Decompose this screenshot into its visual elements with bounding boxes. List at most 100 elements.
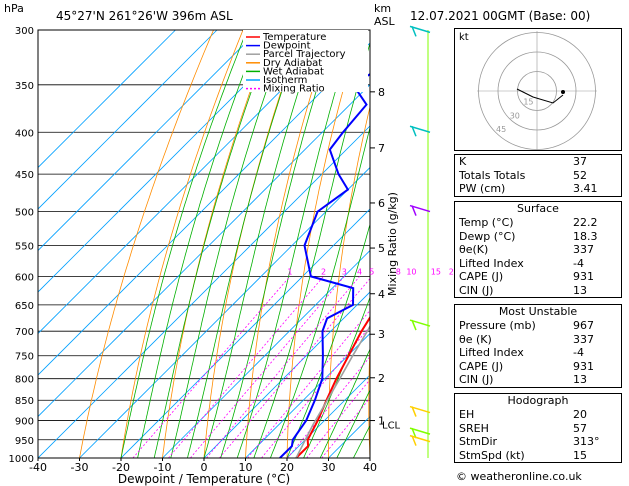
surface-row: θe(K) 337 [455,243,621,257]
x-tick-label: 10 [239,461,253,474]
dry-adiabat-line [368,337,370,458]
most-unstable-label: CIN (J) [459,373,494,386]
hodograph-ring-label: 45 [496,125,506,134]
dry-adiabat-line [245,30,332,458]
hodograph-ring-label: 30 [510,111,520,120]
surface-row: Dewp (°C) 18.3 [455,230,621,244]
isotherm-line [38,30,342,335]
hodograph-panel: kt 15 30 45 [454,28,622,151]
wind-barb [409,25,431,34]
pressure-tick-label: 400 [15,128,34,139]
most-unstable-row: Lifted Index -4 [455,346,621,360]
isotherm-line [120,208,370,458]
isotherm-line [203,291,370,458]
legend-entry: Wet Adiabat [263,66,324,77]
hodograph-stat-label: StmDir [459,435,498,448]
hodograph-stat-label: EH [459,408,475,421]
index-label: Totals Totals [459,168,526,182]
wet-adiabat-line [236,30,355,458]
mixing-ratio-label: 2 [321,267,326,276]
x-tick-label: -10 [154,461,172,474]
lcl-label: LCL [382,420,401,431]
mixing-ratio-line [206,276,360,458]
wind-barb [409,405,431,414]
wind-barb-flag [411,26,417,37]
wet-adiabat-line [120,30,248,458]
wet-adiabat-line [303,296,370,458]
km-tick-label: 6 [378,197,385,210]
datetime-title: 12.07.2021 00GMT (Base: 00) [410,9,590,23]
most-unstable-label: Pressure (mb) [459,319,536,332]
wind-barb [409,125,431,133]
surface-row: CAPE (J) 931 [455,270,621,284]
isotherm-line [286,374,370,458]
wind-barb [409,434,431,443]
hodograph-table-title: Hodograph [507,394,569,407]
isotherm-line [38,30,301,293]
x-axis-label: Dewpoint / Temperature (°C) [118,472,290,486]
wet-adiabat-line [170,30,289,458]
hodograph-stat-value: 57 [573,421,587,435]
dewpoint-line [279,73,370,458]
wind-barb-flag [411,427,417,439]
surface-title: Surface [517,202,559,215]
index-value: 3.41 [573,182,598,195]
hodograph-stat-label: SREH [459,421,489,435]
surface-label: CIN (J) [459,283,494,297]
km-tick-label: 2 [378,372,385,385]
most-unstable-table: Most Unstable Pressure (mb) 967 θe (K) 337 L… [454,304,622,388]
wet-adiabat-line [220,30,336,458]
index-row: PW (cm) 3.41 [455,182,621,196]
isotherm-line [38,83,370,418]
wet-adiabat-line [137,30,261,458]
dry-adiabat-line [79,30,214,458]
km-tick-label: 1 [378,415,385,428]
hodograph-stat-row: StmSpd (kt) 15 [455,449,621,463]
pressure-tick-label: 750 [15,352,34,363]
legend-entry: Dry Adiabat [263,58,322,69]
wind-barb-flag [411,406,417,417]
hodograph-ring-label: 15 [523,98,533,107]
pressure-tick-label: 650 [15,301,34,312]
most-unstable-row: Pressure (mb) 967 [455,319,621,333]
wet-adiabat-line [286,222,370,458]
x-tick-label: 0 [201,461,208,474]
isotherm-line [38,30,218,210]
wet-adiabat-line [253,41,370,458]
most-unstable-label: CAPE (J) [459,359,504,373]
mixing-ratio-line [168,276,324,458]
surface-value: 337 [573,243,594,256]
mixing-ratio-label: 1 [287,267,292,276]
legend-entry: Temperature [262,32,326,43]
parcel-trajectory-line [295,324,370,458]
most-unstable-value: 13 [573,373,587,386]
mixing-ratio-label: 3 [342,267,347,276]
index-value: 52 [573,168,587,182]
surface-row: CIN (J) 13 [455,284,621,298]
wind-barb [409,319,431,327]
isotherm-line [162,249,370,458]
index-row: Totals Totals 52 [455,169,621,183]
wind-barb-flag [411,435,417,446]
hodograph-stat-label: StmSpd (kt) [459,448,525,462]
wet-adiabat-line [153,30,275,458]
wet-adiabat-line [270,125,370,458]
isotherm-line [245,332,370,458]
surface-value: 18.3 [573,229,598,243]
surface-label: CAPE (J) [459,270,504,283]
legend-entry: Mixing Ratio [263,84,325,95]
isotherm-line [79,166,370,458]
hodograph-stat-value: 20 [573,408,587,421]
wind-barb [409,204,431,213]
pressure-tick-label: 300 [15,26,34,37]
km-tick-label: 8 [378,86,385,99]
wind-barb [409,427,431,435]
km-tick-label: 3 [378,328,385,341]
pressure-tick-label: 950 [15,436,34,447]
wet-adiabat-line [203,30,319,458]
legend-bg [243,30,368,92]
index-label: K [459,155,467,168]
hodograph-stat-row: StmDir 313° [455,435,621,449]
wet-adiabat-line [319,348,370,458]
pressure-tick-label: 350 [15,81,34,92]
